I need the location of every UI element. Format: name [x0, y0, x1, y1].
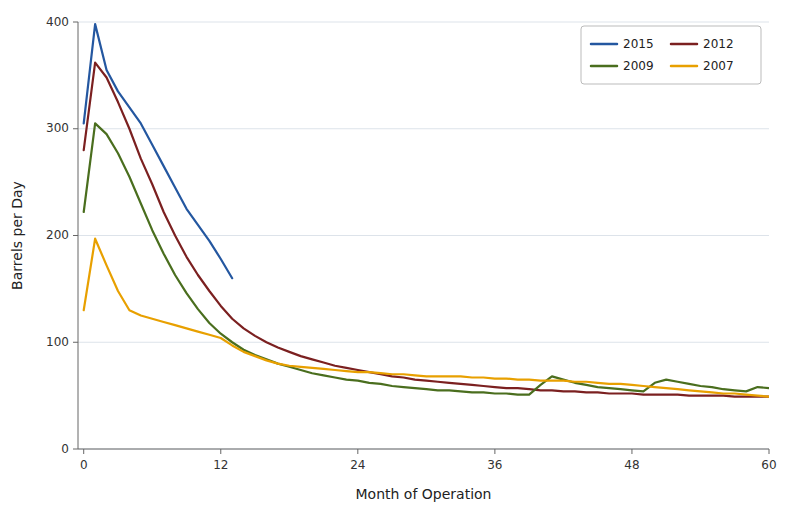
series-line [84, 239, 769, 397]
grid-line [78, 449, 769, 450]
x-axis-line [78, 449, 769, 450]
plot-data [84, 24, 769, 397]
grid-line [78, 128, 769, 129]
x-tick-label: 60 [761, 458, 776, 472]
legend-label: 2012 [703, 37, 734, 51]
grid-line [78, 22, 769, 23]
y-tick-label: 400 [46, 15, 69, 29]
y-tick [73, 449, 78, 450]
x-tick [220, 449, 221, 454]
series-line [84, 63, 769, 397]
axes: 0 100 200 300 400 0 12 24 36 48 60 [46, 15, 777, 473]
x-tick [769, 449, 770, 454]
x-tick-label: 48 [624, 458, 639, 472]
legend-box [581, 26, 761, 84]
y-tick [73, 128, 78, 129]
x-tick-label: 24 [350, 458, 365, 472]
grid-line [78, 235, 769, 236]
series-line [84, 123, 769, 394]
legend-swatch [591, 65, 617, 68]
legend-label: 2007 [703, 59, 734, 73]
chart: 0 100 200 300 400 0 12 24 36 48 60 Month of Operati… [0, 0, 793, 515]
x-tick [631, 449, 632, 454]
x-tick-label: 12 [213, 458, 228, 472]
y-tick-label: 200 [46, 228, 69, 242]
legend-label: 2009 [623, 59, 654, 73]
y-tick-label: 300 [46, 121, 69, 135]
legend: 2015 2012 2009 2007 [581, 26, 761, 84]
x-tick-label: 0 [80, 458, 88, 472]
y-tick [73, 235, 78, 236]
legend-swatch [591, 43, 617, 46]
y-axis-line [78, 22, 79, 449]
y-tick-label: 100 [46, 335, 69, 349]
grid-line [78, 342, 769, 343]
grid [78, 22, 769, 449]
x-axis-label: Month of Operation [356, 486, 492, 502]
x-tick [494, 449, 495, 454]
y-tick-label: 0 [61, 442, 69, 456]
y-tick [73, 22, 78, 23]
x-tick-label: 36 [487, 458, 502, 472]
legend-swatch [671, 65, 697, 68]
legend-swatch [671, 43, 697, 46]
x-tick [357, 449, 358, 454]
y-tick [73, 342, 78, 343]
legend-label: 2015 [623, 37, 654, 51]
y-axis-label: Barrels per Day [9, 181, 25, 290]
x-tick [83, 449, 84, 454]
